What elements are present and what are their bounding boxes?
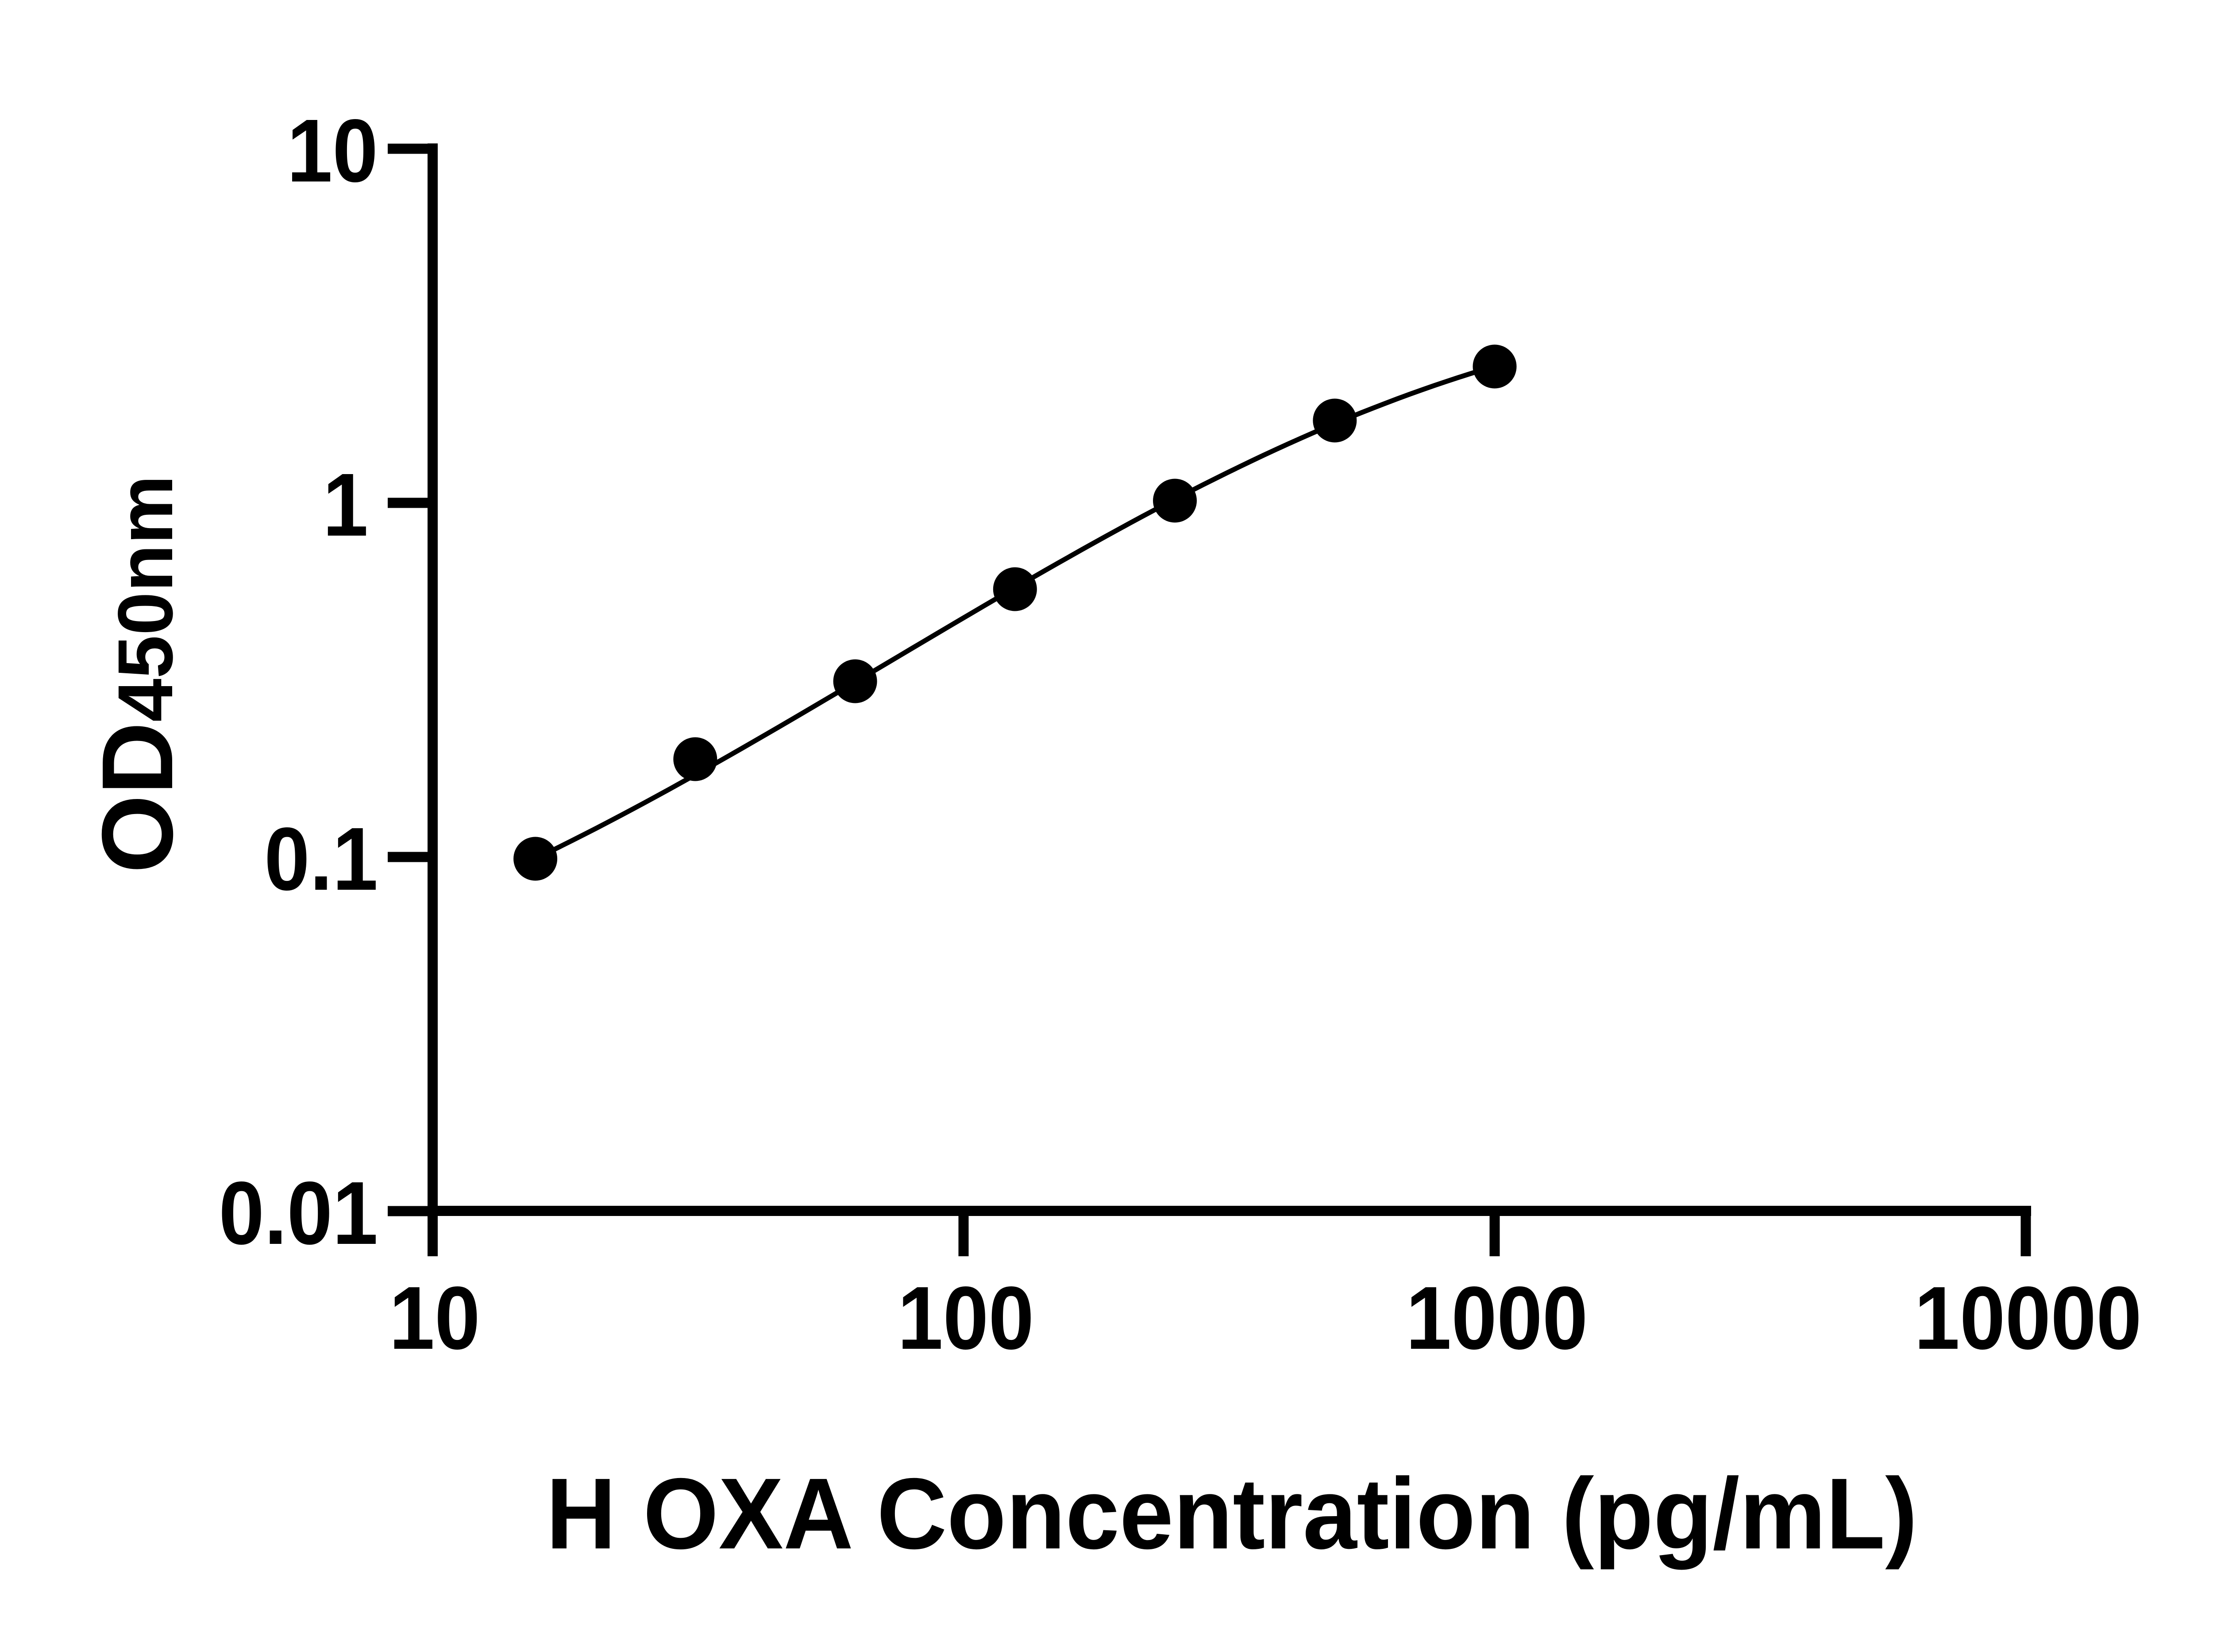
- svg-text:OD450nm: OD450nm: [81, 475, 194, 873]
- svg-text:10: 10: [287, 101, 378, 201]
- svg-text:1: 1: [323, 455, 368, 555]
- svg-text:100: 100: [898, 1268, 1034, 1368]
- svg-text:0.01: 0.01: [219, 1163, 378, 1263]
- svg-text:H OXA Concentration (pg/mL): H OXA Concentration (pg/mL): [546, 1457, 1918, 1570]
- svg-text:10: 10: [389, 1268, 480, 1368]
- svg-text:10000: 10000: [1914, 1268, 2142, 1368]
- svg-text:0.1: 0.1: [264, 809, 378, 909]
- svg-text:1000: 1000: [1406, 1268, 1588, 1368]
